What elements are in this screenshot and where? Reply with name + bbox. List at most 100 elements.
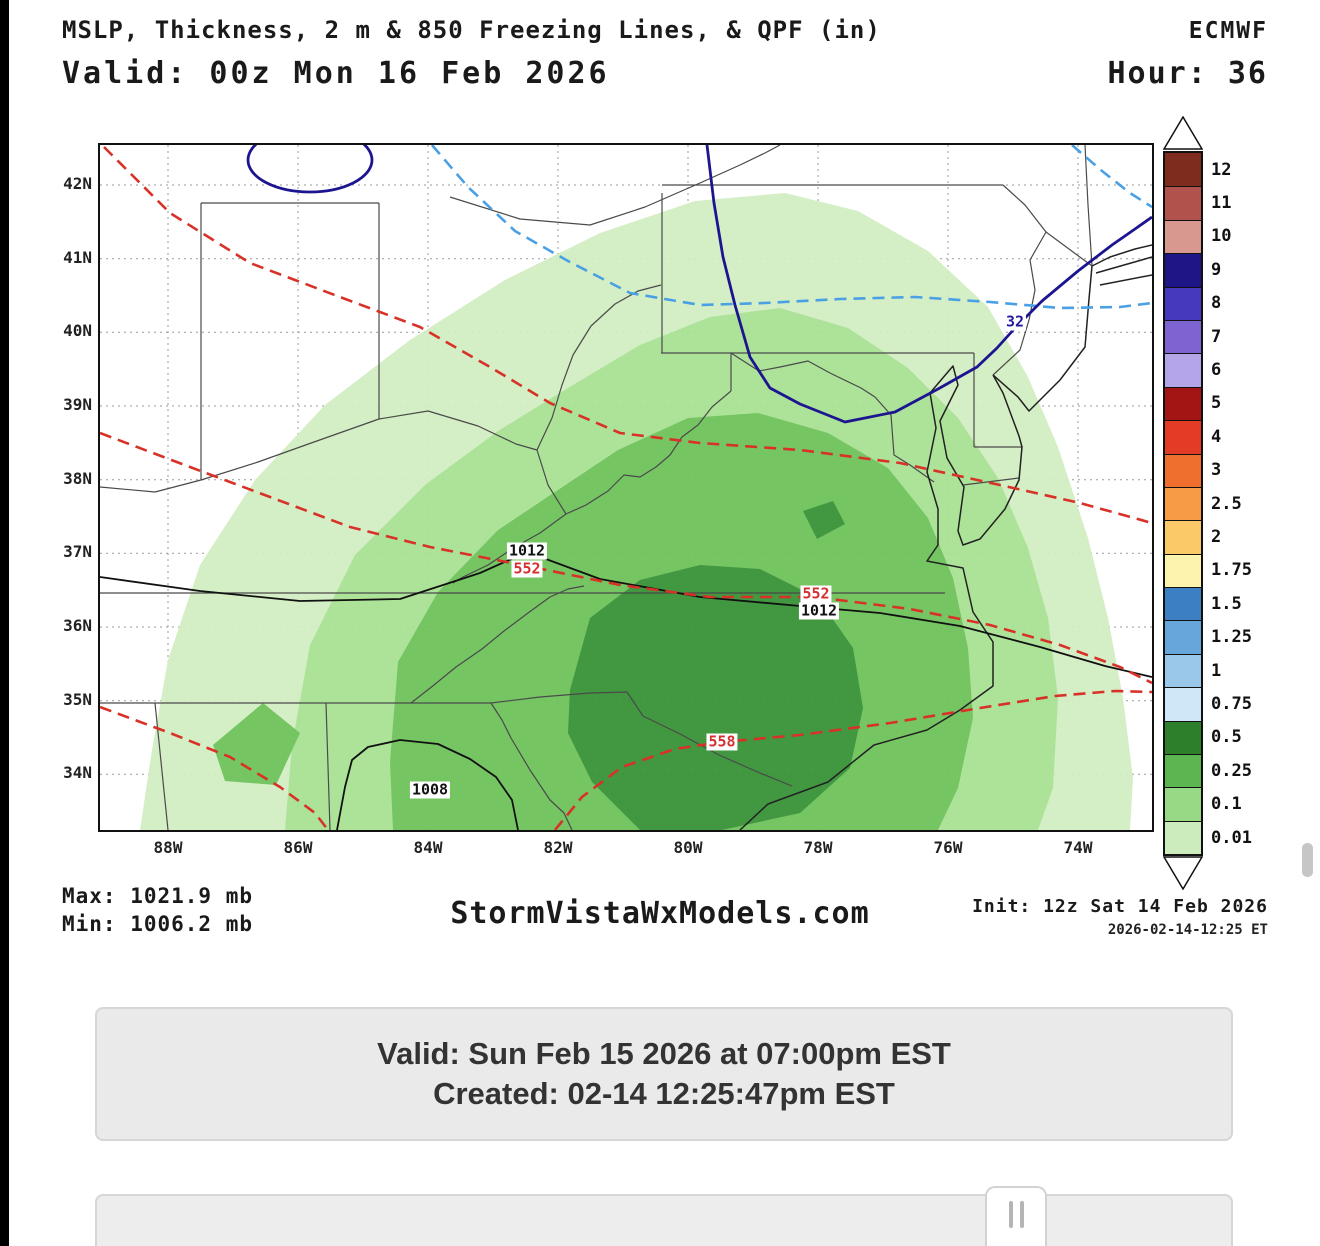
colorbar-value-label: 2: [1211, 526, 1222, 547]
info-created-line: Created: 02-14 12:25:47pm EST: [433, 1076, 895, 1111]
lat-tick-label: 37N: [63, 542, 92, 562]
colorbar-value-label: 0.75: [1211, 693, 1252, 714]
lon-tick-label: 84W: [413, 838, 443, 857]
colorbar-value-label: 0.1: [1211, 794, 1242, 815]
colorbar-entry: 5: [1165, 386, 1221, 421]
lat-tick-label: 40N: [63, 321, 92, 341]
colorbar-entry: 1.75: [1165, 553, 1252, 588]
colorbar-swatch: [1165, 286, 1201, 320]
colorbar-entry: 2.5: [1165, 486, 1242, 521]
max-pressure-text: Max: 1021.9 mb: [62, 884, 254, 908]
colorbar-swatch: [1165, 720, 1201, 755]
qpf-fill-spot: [803, 501, 845, 539]
colorbar-down-arrow: [1163, 856, 1203, 890]
colorbar-value-label: 1.25: [1211, 627, 1252, 648]
lon-tick-label: 88W: [153, 838, 183, 857]
colorbar-value-label: 1: [1211, 660, 1222, 681]
colorbar-swatch: [1165, 186, 1201, 220]
colorbar-entry: 4: [1165, 420, 1221, 454]
colorbar-up-arrow: [1163, 116, 1203, 150]
colorbar-entry: 0.01: [1165, 820, 1252, 855]
contour-label-1008: 1008: [409, 780, 451, 799]
contour-1008: [336, 739, 519, 830]
colorbar-swatch: [1165, 219, 1201, 254]
colorbar-value-label: 11: [1211, 193, 1232, 214]
lat-tick-label: 35N: [63, 689, 92, 709]
colorbar-value-label: 7: [1211, 326, 1222, 347]
lon-tick-label: 78W: [803, 838, 833, 857]
coastline: [739, 244, 1152, 830]
colorbar-swatch: [1165, 319, 1201, 354]
colorbar-entry: 1: [1165, 653, 1221, 688]
map-canvas: [100, 145, 1152, 830]
colorbar-value-label: 0.01: [1211, 827, 1252, 848]
drag-handle-bar: [1019, 1201, 1024, 1228]
colorbar-entry: 10: [1165, 219, 1231, 254]
contour-label-32: 32: [1003, 312, 1027, 331]
site-watermark: StormVistaWxModels.com: [450, 896, 870, 931]
colorbar-value-label: 6: [1211, 360, 1222, 381]
scrollbar-thumb[interactable]: [1302, 843, 1313, 877]
model-name: ECMWF: [1188, 18, 1268, 44]
colorbar-value-label: 0.5: [1211, 727, 1242, 748]
lat-tick-label: 36N: [63, 615, 92, 635]
colorbar-entry: 9: [1165, 253, 1221, 287]
colorbar-swatch: [1165, 787, 1201, 821]
colorbar-entry: 3: [1165, 453, 1221, 487]
colorbar-swatch: [1165, 587, 1201, 621]
colorbar-entry: 8: [1165, 286, 1221, 320]
colorbar-swatch: [1165, 353, 1201, 387]
thickness-line-upper: [103, 146, 1152, 525]
colorbar-value-label: 0.25: [1211, 760, 1252, 781]
colorbar-swatch: [1165, 386, 1201, 421]
lat-tick-label: 39N: [63, 394, 92, 414]
lat-tick-label: 42N: [63, 174, 92, 193]
colorbar-entry: 2: [1165, 520, 1221, 554]
lat-tick-label: 38N: [63, 468, 92, 488]
colorbar-swatch: [1165, 820, 1201, 855]
colorbar-entry: 0.75: [1165, 687, 1252, 721]
freezing-850-lines: [431, 145, 1152, 310]
lat-tick-label: 41N: [63, 247, 92, 267]
lon-tick-label: 74W: [1063, 838, 1093, 857]
drag-handle-bar: [1008, 1201, 1013, 1228]
colorbar-entry: 7: [1165, 319, 1221, 354]
colorbar-entry: 0.1: [1165, 787, 1242, 821]
colorbar-value-label: 10: [1211, 226, 1232, 247]
colorbar-swatch: [1165, 520, 1201, 554]
colorbar-swatch: [1165, 420, 1201, 454]
colorbar-value-label: 5: [1211, 393, 1222, 414]
drag-handle[interactable]: [985, 1186, 1047, 1246]
bottom-panel: [95, 1194, 1233, 1246]
colorbar-swatch: [1165, 453, 1201, 487]
lon-tick-label: 86W: [283, 838, 313, 857]
qpf-fill-0p5: [568, 565, 863, 830]
thickness-line-558: [553, 689, 1152, 830]
colorbar-value-label: 3: [1211, 460, 1222, 481]
thickness-contours: [100, 146, 1152, 830]
colorbar-entry: 0.5: [1165, 720, 1242, 755]
contour-label-558: 558: [706, 732, 738, 751]
min-pressure-text: Min: 1006.2 mb: [62, 912, 254, 936]
colorbar-swatch: [1165, 653, 1201, 688]
thickness-line-552: [100, 431, 1152, 685]
lon-tick-label: 76W: [933, 838, 963, 857]
created-time-text: 2026-02-14-12:25 ET: [1107, 922, 1268, 938]
qpf-fill-layer: [140, 193, 1133, 830]
map-title: MSLP, Thickness, 2 m & 850 Freezing Line…: [62, 16, 881, 44]
colorbar-entry: 1.25: [1165, 620, 1252, 654]
qpf-fill-sw-patch: [213, 703, 300, 785]
contour-label-1012-b: 1012: [798, 601, 840, 620]
thickness-line-sw: [100, 705, 330, 830]
colorbar-cells: 12 11 10 9 8 7 6 5 4 3 2.5 2 1.75 1.5 1.25 1 0.75 0.5 0.25…: [1163, 151, 1252, 857]
freezing-2m-lines: [246, 145, 1152, 424]
colorbar-entry: 12: [1165, 153, 1231, 187]
weather-map: 1012 552 552 1012 558 1008 32: [98, 143, 1154, 832]
valid-info-box: Valid: Sun Feb 15 2026 at 07:00pm EST Cr…: [95, 1007, 1233, 1141]
lon-tick-label: 82W: [543, 838, 573, 857]
colorbar-swatch: [1165, 620, 1201, 654]
contour-label-552-a: 552: [511, 559, 543, 578]
contour-label-552-b: 552: [800, 584, 832, 603]
colorbar-swatch: [1165, 153, 1201, 187]
